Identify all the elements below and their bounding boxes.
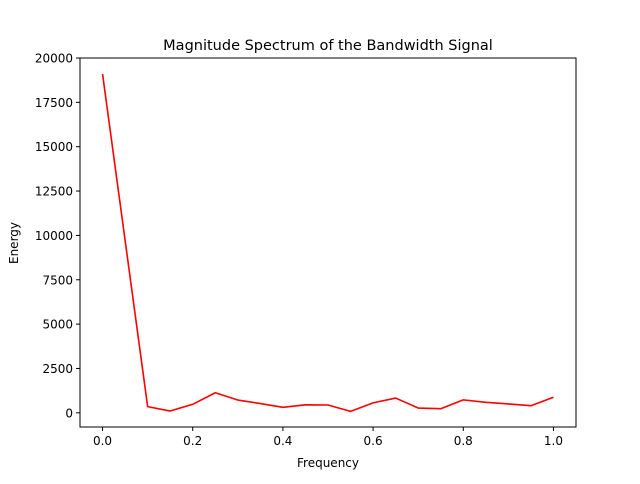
y-axis-label: Energy bbox=[7, 222, 21, 264]
x-axis: 0.0 0.2 0.4 0.6 0.8 1.0 bbox=[93, 427, 563, 448]
series-line bbox=[101, 73, 554, 413]
chart-title: Magnitude Spectrum of the Bandwidth Sign… bbox=[163, 38, 493, 54]
x-tick-label: 0.4 bbox=[273, 434, 292, 448]
y-tick-label: 15000 bbox=[35, 140, 73, 154]
x-tick-label: 0.8 bbox=[454, 434, 473, 448]
x-axis-label: Frequency bbox=[297, 456, 359, 470]
x-tick-label: 0.0 bbox=[93, 434, 112, 448]
y-tick-label: 17500 bbox=[35, 96, 73, 110]
y-tick-label: 2500 bbox=[42, 362, 73, 376]
x-tick-label: 1.0 bbox=[544, 434, 563, 448]
y-tick-label: 20000 bbox=[35, 52, 73, 66]
y-tick-label: 12500 bbox=[35, 185, 73, 199]
y-tick-label: 0 bbox=[65, 406, 73, 420]
x-tick-label: 0.2 bbox=[183, 434, 202, 448]
y-tick-label: 10000 bbox=[35, 229, 73, 243]
plot-area bbox=[101, 73, 554, 413]
axes-frame bbox=[79, 57, 577, 428]
y-axis: 0 2500 5000 7500 10000 12500 15000 17500 20000 bbox=[35, 52, 80, 420]
y-tick-label: 5000 bbox=[42, 318, 73, 332]
x-tick-label: 0.6 bbox=[364, 434, 383, 448]
y-tick-label: 7500 bbox=[42, 273, 73, 287]
